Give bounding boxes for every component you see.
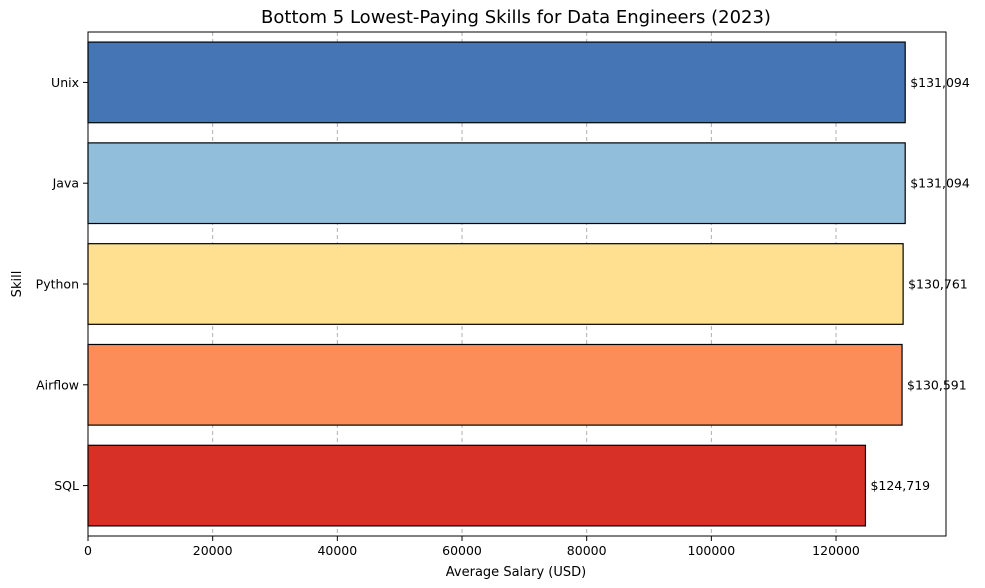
y-tick-label-airflow: Airflow — [36, 377, 79, 392]
y-tick-label-python: Python — [36, 277, 79, 292]
x-tick-label: 120000 — [812, 543, 860, 558]
y-tick-label-sql: SQL — [54, 478, 79, 493]
bars — [87, 41, 906, 527]
plot-frame — [87, 31, 947, 537]
bar-sql — [87, 444, 867, 527]
x-axis-ticks: 0 20000 40000 60000 80000 100000 120000 — [84, 536, 860, 558]
bar-python — [87, 243, 904, 325]
x-tick-label: 40000 — [317, 543, 357, 558]
x-tick-label: 20000 — [193, 543, 233, 558]
data-label-java: $131,094 — [910, 176, 970, 191]
data-label-sql: $124,719 — [870, 478, 930, 493]
x-tick-label: 100000 — [688, 543, 736, 558]
y-tick-label-java: Java — [52, 176, 79, 191]
data-label-airflow: $130,591 — [907, 377, 967, 392]
bar-java — [87, 142, 906, 225]
chart-title: Bottom 5 Lowest-Paying Skills for Data E… — [261, 7, 771, 28]
data-labels: $131,094 $131,094 $130,761 $130,591 $124,719 — [870, 75, 969, 493]
y-tick-label-unix: Unix — [51, 75, 79, 90]
data-label-python: $130,761 — [908, 277, 968, 292]
x-tick-label: 60000 — [442, 543, 482, 558]
x-axis-label: Average Salary (USD) — [446, 565, 586, 580]
y-axis-label: Skill — [10, 271, 25, 298]
y-axis-ticks: Unix Java Python Airflow SQL — [36, 75, 88, 493]
x-tick-label: 0 — [84, 543, 92, 558]
bar-airflow — [87, 343, 903, 426]
x-tick-label: 80000 — [567, 543, 607, 558]
data-label-unix: $131,094 — [910, 75, 970, 90]
bar-unix — [87, 41, 906, 124]
